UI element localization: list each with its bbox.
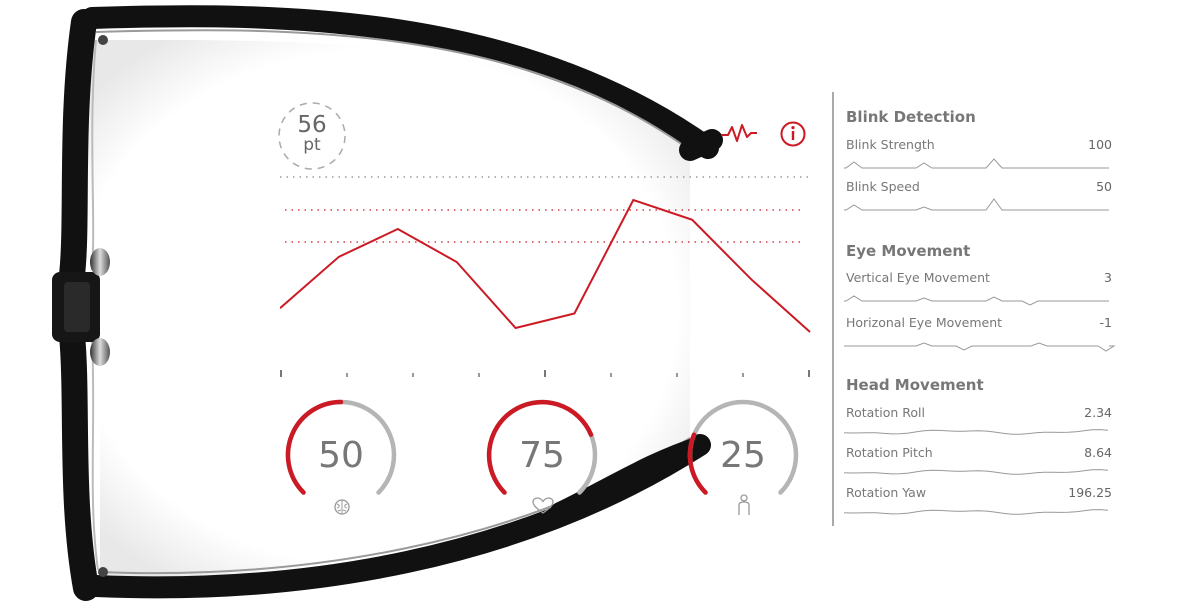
row-value-blink-strength: 100 (1088, 137, 1112, 152)
temple-arm-top (679, 129, 723, 161)
sparkline (844, 295, 1109, 306)
gauge-fill (486, 399, 594, 495)
gauge-3-value: 25 (720, 435, 766, 476)
frame-rim (81, 5, 719, 159)
sparkline (844, 509, 1109, 515)
signal-graph (280, 176, 811, 377)
gauges (285, 399, 799, 495)
row-value-pitch: 8.64 (1084, 445, 1112, 460)
graph-line (280, 198, 811, 333)
sparklines (844, 158, 1116, 515)
temple-arm-bottom (550, 436, 710, 522)
graph-ticks (280, 370, 810, 377)
gauge-2-value: 75 (519, 435, 565, 476)
row-label-horizontal-eye: Horizonal Eye Movement (846, 315, 1003, 330)
row-label-vertical-eye: Vertical Eye Movement (846, 270, 990, 285)
sparkline (844, 158, 1109, 169)
metrics-panel: Blink Detection Blink Strength 100 Blink… (832, 92, 1124, 526)
row-label-roll: Rotation Roll (846, 405, 925, 420)
sparkline (844, 342, 1116, 352)
frame-rim-inner (95, 29, 691, 151)
row-label-blink-strength: Blink Strength (846, 137, 935, 152)
sparkline (844, 198, 1109, 211)
activity-icon[interactable] (719, 121, 759, 145)
gauge-1-value: 50 (318, 435, 364, 476)
gauge-fill (285, 399, 344, 495)
heart-icon (532, 497, 554, 514)
row-value-horizontal-eye: -1 (1099, 315, 1112, 330)
sparkline (844, 469, 1109, 475)
row-value-yaw: 196.25 (1068, 485, 1112, 500)
section-title-head: Head Movement (846, 376, 984, 394)
section-title-blink: Blink Detection (846, 108, 976, 126)
badge-unit: pt (303, 135, 321, 155)
row-label-pitch: Rotation Pitch (846, 445, 933, 460)
brain-icon (334, 499, 350, 515)
frame-rim-left-highlight (91, 39, 99, 571)
badge-ring (278, 102, 346, 170)
font-size-badge: 56 pt (277, 101, 349, 173)
person-icon (738, 494, 750, 515)
info-icon[interactable] (779, 120, 807, 148)
sparkline (844, 429, 1109, 435)
row-value-vertical-eye: 3 (1104, 270, 1112, 285)
row-value-blink-speed: 50 (1096, 179, 1112, 194)
row-label-blink-speed: Blink Speed (846, 179, 920, 194)
section-title-eye: Eye Movement (846, 242, 971, 260)
row-value-roll: 2.34 (1084, 405, 1112, 420)
row-label-yaw: Rotation Yaw (846, 485, 927, 500)
badge-value: 56 (297, 112, 327, 138)
gauge-fill (687, 432, 708, 495)
lens-shading (60, 39, 690, 578)
